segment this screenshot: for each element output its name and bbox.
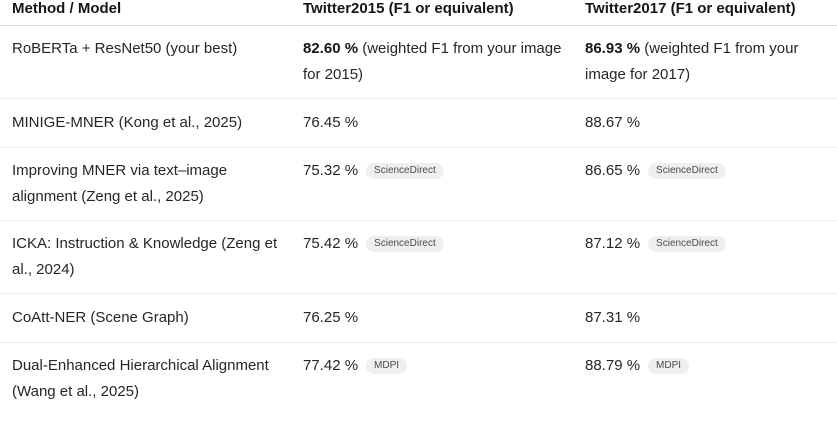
- header-twitter2015: Twitter2015 (F1 or equivalent): [291, 0, 573, 26]
- header-row: Method / Model Twitter2015 (F1 or equiva…: [0, 0, 837, 26]
- cell-model: Improving MNER via text–image alignment …: [0, 147, 291, 221]
- header-twitter2017: Twitter2017 (F1 or equivalent): [573, 0, 837, 26]
- score-value: 87.31 %: [585, 309, 641, 326]
- source-badge[interactable]: ScienceDirect: [648, 163, 726, 179]
- results-table: Method / Model Twitter2015 (F1 or equiva…: [0, 0, 837, 416]
- cell-model: Dual-Enhanced Hierarchical Alignment (Wa…: [12, 357, 269, 400]
- cell-twitter2017: 88.67 %: [573, 98, 837, 148]
- cell-twitter2017: 88.79 % MDPI: [573, 343, 837, 416]
- score-value: 86.93 %: [585, 40, 641, 57]
- cell-model: RoBERTa + ResNet50 (your best): [0, 25, 291, 99]
- score-value: 82.60 %: [303, 40, 359, 57]
- score-value: 75.32 %: [303, 162, 359, 179]
- table-row: ICKA: Instruction & Knowledge (Zeng et a…: [0, 220, 837, 294]
- score-value: 75.42 %: [303, 235, 359, 252]
- cell-twitter2017: 87.12 % ScienceDirect: [573, 220, 837, 294]
- source-badge[interactable]: ScienceDirect: [648, 236, 726, 252]
- source-badge[interactable]: MDPI: [648, 358, 690, 374]
- table-header: Method / Model Twitter2015 (F1 or equiva…: [0, 0, 837, 26]
- score-note: (weighted F1 from your image for 2017): [585, 40, 799, 83]
- cell-model: MINIGE-MNER (Kong et al., 2025): [0, 98, 291, 148]
- table-body: RoBERTa + ResNet50 (your best) 82.60 % (…: [0, 25, 837, 416]
- cell-twitter2017: 86.65 % ScienceDirect: [573, 147, 837, 221]
- score-note: (weighted F1 from your image for 2015): [303, 40, 562, 83]
- table-row: Improving MNER via text–image alignment …: [0, 147, 837, 221]
- cell-twitter2015: 75.32 % ScienceDirect: [291, 147, 573, 221]
- source-badge[interactable]: ScienceDirect: [366, 236, 444, 252]
- score-value: 88.67 %: [585, 114, 641, 131]
- cell-model: ICKA: Instruction & Knowledge (Zeng et a…: [0, 220, 291, 294]
- table-row: RoBERTa + ResNet50 (your best) 82.60 % (…: [0, 25, 837, 99]
- table-row: Dual-Enhanced Hierarchical Alignment (Wa…: [0, 343, 837, 416]
- score-value: 86.65 %: [585, 162, 641, 179]
- cell-twitter2015: 75.42 % ScienceDirect: [291, 220, 573, 294]
- table-row: MINIGE-MNER (Kong et al., 2025) 76.45 % …: [0, 98, 837, 148]
- score-value: 76.25 %: [303, 309, 359, 326]
- cell-twitter2015: 77.42 % MDPI: [291, 343, 573, 416]
- results-table-wrap: Method / Model Twitter2015 (F1 or equiva…: [0, 0, 837, 416]
- score-value: 76.45 %: [303, 114, 359, 131]
- cell-twitter2015: 76.25 %: [291, 293, 573, 343]
- cell-model: CoAtt-NER (Scene Graph): [0, 293, 291, 343]
- source-badge[interactable]: ScienceDirect: [366, 163, 444, 179]
- header-method: Method / Model: [0, 0, 291, 26]
- cell-twitter2017: 86.93 % (weighted F1 from your image for…: [573, 25, 837, 99]
- cell-twitter2015: 82.60 % (weighted F1 from your image for…: [291, 25, 573, 99]
- score-value: 87.12 %: [585, 235, 641, 252]
- cell-twitter2015: 76.45 %: [291, 98, 573, 148]
- cell-twitter2017: 87.31 %: [573, 293, 837, 343]
- source-badge[interactable]: MDPI: [366, 358, 408, 374]
- score-value: 88.79 %: [585, 357, 641, 374]
- table-row: CoAtt-NER (Scene Graph) 76.25 % 87.31 %: [0, 293, 837, 343]
- score-value: 77.42 %: [303, 357, 359, 374]
